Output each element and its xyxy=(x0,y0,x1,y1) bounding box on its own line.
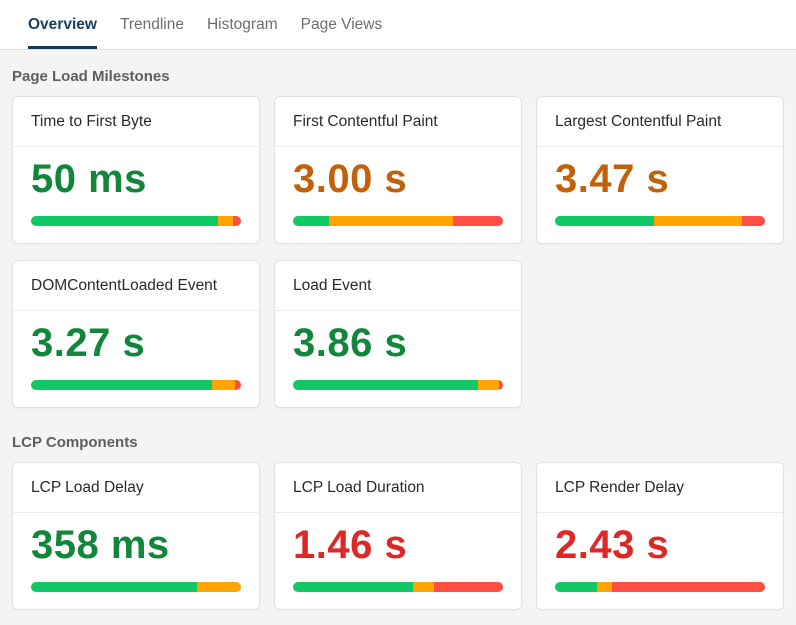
bar-segment-poor xyxy=(433,582,503,592)
distribution-bar xyxy=(293,216,503,226)
metric-value: 50 ms xyxy=(31,157,147,201)
distribution-bar xyxy=(31,380,241,390)
bar-segment-needs_improvement xyxy=(217,216,233,226)
metric-card-lcp-load-delay: LCP Load Delay 358 ms xyxy=(12,462,260,610)
distribution-bar xyxy=(555,582,765,592)
metric-card-title: DOMContentLoaded Event xyxy=(13,261,259,311)
metric-card-lcp-load-duration: LCP Load Duration 1.46 s xyxy=(274,462,522,610)
metric-card-title: Largest Contentful Paint xyxy=(537,97,783,147)
bar-segment-needs_improvement xyxy=(211,380,235,390)
distribution-bar xyxy=(555,216,765,226)
metric-card-title: LCP Load Duration xyxy=(275,463,521,513)
bar-segment-good xyxy=(555,216,654,226)
tab-bar: Overview Trendline Histogram Page Views xyxy=(0,0,796,50)
metric-card-title: First Contentful Paint xyxy=(275,97,521,147)
bar-segment-good xyxy=(555,582,597,592)
bar-segment-needs_improvement xyxy=(597,582,612,592)
bar-segment-good xyxy=(293,582,413,592)
metric-card-title: Time to First Byte xyxy=(13,97,259,147)
bar-segment-poor xyxy=(741,216,765,226)
bar-segment-good xyxy=(31,582,197,592)
metric-value: 1.46 s xyxy=(293,523,408,567)
bar-segment-poor xyxy=(232,216,241,226)
bar-segment-poor xyxy=(611,582,765,592)
metric-card-title: Load Event xyxy=(275,261,521,311)
metric-card-time-to-first-byte: Time to First Byte 50 ms xyxy=(12,96,260,244)
metric-card-domcontentloaded-event: DOMContentLoaded Event 3.27 s xyxy=(12,260,260,408)
metric-value: 3.00 s xyxy=(293,157,408,201)
bar-segment-needs_improvement xyxy=(477,380,499,390)
page-load-milestones-grid: Time to First Byte 50 ms First Contentfu… xyxy=(12,96,784,408)
tab-page-views[interactable]: Page Views xyxy=(300,15,383,33)
bar-segment-needs_improvement xyxy=(653,216,742,226)
bar-segment-good xyxy=(293,216,329,226)
bar-segment-poor xyxy=(234,380,241,390)
metric-value: 3.86 s xyxy=(293,321,408,365)
metric-card-load-event: Load Event 3.86 s xyxy=(274,260,522,408)
lcp-components-grid: LCP Load Delay 358 ms LCP Load Duration … xyxy=(12,462,784,610)
distribution-bar xyxy=(293,380,503,390)
metric-card-lcp-render-delay: LCP Render Delay 2.43 s xyxy=(536,462,784,610)
metric-card-title: LCP Load Delay xyxy=(13,463,259,513)
bar-segment-needs_improvement xyxy=(328,216,453,226)
metric-value: 358 ms xyxy=(31,523,170,567)
tab-trendline[interactable]: Trendline xyxy=(119,15,184,33)
distribution-bar xyxy=(31,216,241,226)
bar-segment-good xyxy=(31,216,218,226)
metric-value: 3.47 s xyxy=(555,157,670,201)
bar-segment-good xyxy=(31,380,212,390)
distribution-bar xyxy=(31,582,241,592)
tab-overview[interactable]: Overview xyxy=(28,0,97,49)
bar-segment-needs_improvement xyxy=(412,582,434,592)
metric-value: 3.27 s xyxy=(31,321,146,365)
bar-segment-needs_improvement xyxy=(196,582,241,592)
metric-card-first-contentful-paint: First Contentful Paint 3.00 s xyxy=(274,96,522,244)
metric-value: 2.43 s xyxy=(555,523,670,567)
section-heading-page-load-milestones: Page Load Milestones xyxy=(12,68,170,85)
bar-segment-poor xyxy=(452,216,503,226)
distribution-bar xyxy=(293,582,503,592)
metric-card-title: LCP Render Delay xyxy=(537,463,783,513)
metric-card-largest-contentful-paint: Largest Contentful Paint 3.47 s xyxy=(536,96,784,244)
dashboard-content: Page Load Milestones Time to First Byte … xyxy=(0,50,796,625)
section-heading-lcp-components: LCP Components xyxy=(12,434,138,451)
bar-segment-poor xyxy=(498,380,503,390)
bar-segment-good xyxy=(293,380,478,390)
tab-histogram[interactable]: Histogram xyxy=(206,15,278,33)
